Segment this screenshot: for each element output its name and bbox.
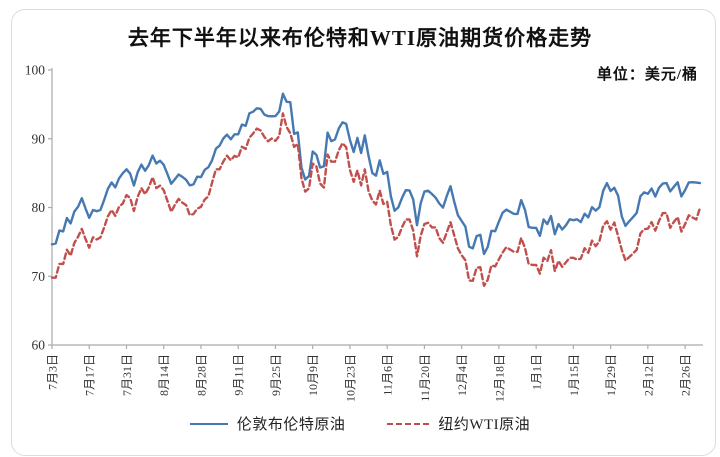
brent-line bbox=[50, 92, 702, 256]
wti-line bbox=[50, 112, 702, 287]
legend-item-wti: 纽约WTI原油 bbox=[387, 413, 530, 434]
x-tick-label: 11月6日 bbox=[381, 354, 395, 396]
x-tick-label: 7月31日 bbox=[120, 354, 134, 396]
x-tick-label: 10月23日 bbox=[343, 354, 357, 402]
legend-label-brent: 伦敦布伦特原油 bbox=[236, 417, 346, 433]
wti-dashed-line-swatch bbox=[387, 422, 430, 425]
x-tick-label: 2月12日 bbox=[641, 354, 655, 396]
y-tick-label: 90 bbox=[32, 131, 46, 146]
legend-label-wti: 纽约WTI原油 bbox=[438, 417, 531, 433]
x-tick-label: 12月4日 bbox=[455, 354, 469, 396]
legend-item-brent: 伦敦布伦特原油 bbox=[189, 413, 346, 434]
unit-label: 单位：美元/桶 bbox=[596, 67, 698, 83]
x-tick-label: 8月14日 bbox=[157, 354, 171, 396]
x-tick-label: 7月17日 bbox=[83, 354, 97, 396]
x-tick-label: 8月28日 bbox=[194, 354, 208, 396]
x-tick-label: 1月1日 bbox=[530, 354, 544, 390]
y-tick-label: 70 bbox=[32, 269, 46, 284]
y-tick-label: 80 bbox=[32, 200, 46, 215]
y-tick-label: 60 bbox=[32, 338, 46, 353]
x-tick-label: 2月26日 bbox=[679, 354, 693, 396]
x-tick-label: 1月15日 bbox=[567, 354, 581, 396]
legend: 伦敦布伦特原油 纽约WTI原油 bbox=[0, 413, 720, 434]
brent-solid-line-swatch bbox=[189, 422, 228, 425]
x-tick-label: 10月9日 bbox=[306, 354, 320, 396]
x-tick-label: 7月3日 bbox=[46, 354, 60, 390]
x-tick-label: 11月20日 bbox=[418, 354, 432, 402]
x-tick-label: 9月25日 bbox=[269, 354, 283, 396]
x-tick-label: 12月18日 bbox=[492, 354, 506, 402]
chart-title: 去年下半年以来布伦特和WTI原油期货价格走势 bbox=[127, 26, 593, 50]
x-tick-label: 9月11日 bbox=[232, 354, 246, 396]
y-tick-label: 100 bbox=[25, 63, 46, 78]
x-tick-label: 1月29日 bbox=[604, 354, 618, 396]
